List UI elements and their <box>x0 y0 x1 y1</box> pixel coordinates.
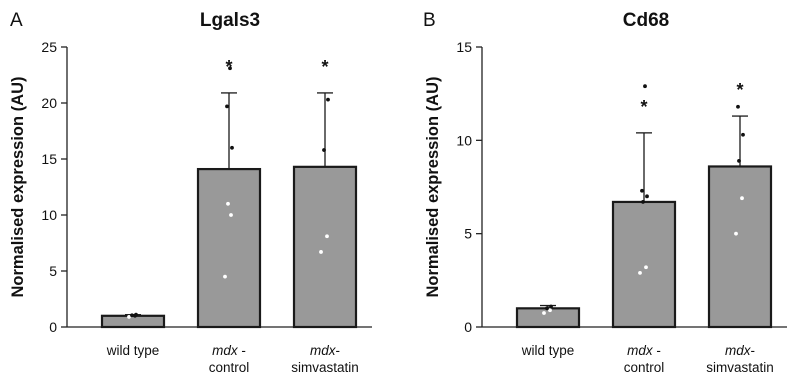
y-tick-label: 20 <box>41 95 57 111</box>
data-point <box>322 148 326 152</box>
y-axis-label: Normalised expression (AU) <box>424 77 442 298</box>
x-category-label: mdx- <box>725 343 755 358</box>
x-category-label: wild type <box>521 343 575 358</box>
data-point <box>225 104 229 109</box>
category-suffix: - <box>336 343 341 358</box>
category-suffix: - <box>238 343 246 358</box>
chart-panel-b: B Cd68 Normalised expression (AU) 0 5 10 15 wil… <box>423 10 787 375</box>
y-tick-label: 10 <box>41 207 57 223</box>
x-category-label: mdx- <box>310 343 340 358</box>
y-tick-label: 15 <box>41 151 57 167</box>
y-axis-label: Normalised expression (AU) <box>9 77 27 298</box>
data-point <box>741 132 745 137</box>
data-point <box>229 213 233 217</box>
data-point <box>134 312 138 317</box>
x-category-label: wild type <box>106 343 160 358</box>
data-point <box>223 274 227 279</box>
x-category-label-line2: control <box>624 360 665 375</box>
bar <box>707 165 773 329</box>
data-point <box>548 308 552 313</box>
y-tick-label: 25 <box>41 39 57 55</box>
y-tick-label: 5 <box>49 263 57 279</box>
data-point <box>734 231 738 236</box>
data-point <box>549 304 553 309</box>
x-category-label: mdx - <box>627 343 661 358</box>
significance-marker: * <box>321 57 328 77</box>
data-point <box>230 145 234 150</box>
y-tick-label: 0 <box>49 319 57 335</box>
category-italic: mdx <box>212 343 239 358</box>
data-point <box>643 84 647 89</box>
significance-marker: * <box>736 80 743 100</box>
data-point <box>641 200 645 204</box>
data-point <box>644 265 648 270</box>
data-point <box>638 270 642 275</box>
panel-letter: B <box>423 10 436 31</box>
data-point <box>737 158 741 163</box>
data-point <box>226 201 230 206</box>
category-italic: mdx <box>310 343 337 358</box>
data-point <box>326 97 330 102</box>
chart-panel-a: A Lgals3 Normalised expression (AU) 0 5 10 15 2… <box>9 10 372 375</box>
y-tick-label: 0 <box>464 319 472 335</box>
bar <box>515 307 581 329</box>
data-point <box>645 194 649 199</box>
category-italic: mdx <box>725 343 752 358</box>
data-point <box>736 104 740 109</box>
bar <box>100 314 166 329</box>
data-point <box>319 250 323 254</box>
bar <box>196 167 262 329</box>
data-point <box>545 306 549 311</box>
panel-letter: A <box>10 10 23 31</box>
y-tick-label: 5 <box>464 226 472 242</box>
significance-marker: * <box>640 97 647 117</box>
x-category-label-line2: simvastatin <box>706 360 774 375</box>
category-italic: mdx <box>627 343 654 358</box>
significance-marker: * <box>225 57 232 77</box>
bar <box>611 200 677 329</box>
data-point <box>228 66 232 71</box>
chart-title: Lgals3 <box>200 10 260 31</box>
data-point <box>127 315 131 319</box>
x-category-label-line2: control <box>209 360 250 375</box>
data-point <box>130 313 134 318</box>
y-tick-label: 15 <box>456 39 472 55</box>
data-point <box>740 196 744 201</box>
data-point <box>325 234 329 239</box>
x-category-label: mdx - <box>212 343 246 358</box>
x-category-label-line2: simvastatin <box>291 360 359 375</box>
data-point <box>640 188 644 193</box>
data-point <box>542 311 546 315</box>
category-suffix: - <box>751 343 756 358</box>
bar <box>292 165 358 329</box>
chart-title: Cd68 <box>623 10 669 31</box>
y-tick-label: 10 <box>456 132 472 148</box>
category-suffix: - <box>653 343 661 358</box>
